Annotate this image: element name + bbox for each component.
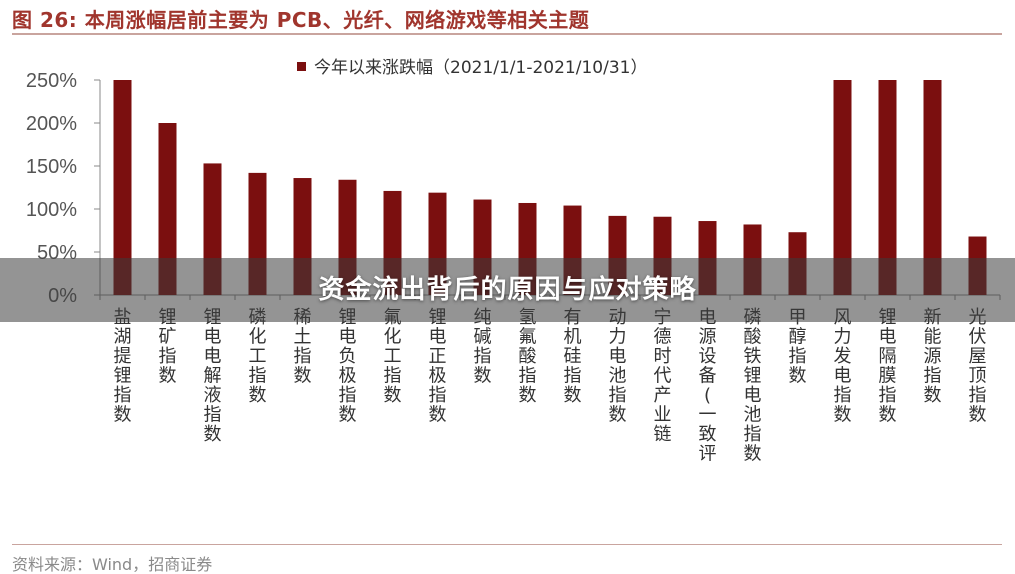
source-note: 资料来源：Wind，招商证券 — [12, 555, 213, 574]
category-label: 锂电负极指数 — [339, 307, 357, 426]
category-label: 光伏屋顶指数 — [969, 307, 987, 426]
category-label: 宁德时代产业链 — [654, 307, 672, 445]
legend-swatch — [297, 62, 306, 71]
bar-1 — [113, 80, 132, 295]
category-label: 锂电正极指数 — [429, 307, 447, 426]
category-label: 有机硅指数 — [564, 307, 582, 406]
category-label: 动力电池指数 — [609, 307, 627, 426]
category-label: 风力发电指数 — [834, 307, 852, 426]
category-label: 磷酸铁锂电池指数 — [744, 307, 762, 465]
legend-label: 今年以来涨跌幅（2021/1/1-2021/10/31） — [314, 58, 647, 78]
y-tick-label: 100% — [26, 199, 77, 221]
bar-19 — [923, 80, 942, 295]
category-label: 电源设备(一致评 — [699, 307, 717, 465]
category-label: 盐湖提锂指数 — [114, 307, 132, 426]
y-tick-label: 150% — [26, 156, 77, 178]
category-label: 锂电电解液指数 — [204, 307, 222, 445]
bar-17 — [833, 80, 852, 295]
overlay-banner-text: 资金流出背后的原因与应对策略 — [318, 275, 697, 305]
category-label: 锂电隔膜指数 — [879, 307, 897, 426]
title-rule — [12, 33, 1002, 35]
bar-2 — [158, 123, 177, 295]
overlay-banner — [0, 258, 1015, 322]
y-tick-label: 250% — [26, 70, 77, 92]
figure-title: 图 26: 本周涨幅居前主要为 PCB、光纤、网络游戏等相关主题 — [12, 8, 590, 32]
y-tick-label: 200% — [26, 113, 77, 135]
bar-18 — [878, 80, 897, 295]
footer-rule — [12, 544, 1002, 545]
